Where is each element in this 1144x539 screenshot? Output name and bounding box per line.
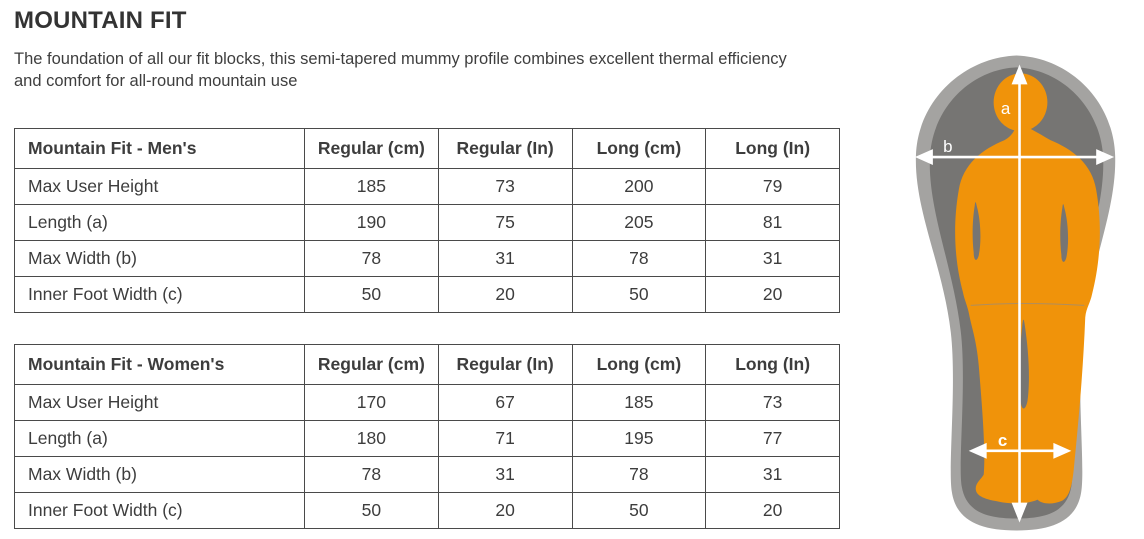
cell-value: 78: [571, 240, 707, 277]
cell-value: 31: [437, 240, 573, 277]
cell-value: 78: [571, 456, 707, 493]
cell-value: 75: [437, 204, 573, 241]
cell-value: 180: [304, 420, 439, 457]
cell-value: 20: [705, 492, 840, 529]
row-label: Inner Foot Width (c): [14, 492, 305, 529]
table-title: Mountain Fit - Men's: [14, 128, 305, 169]
column-header: Regular (In): [437, 344, 573, 385]
cell-value: 81: [705, 204, 840, 241]
column-header: Long (cm): [571, 128, 707, 169]
table-row: Max Width (b) 78 31 78 31: [14, 456, 840, 493]
page-title: MOUNTAIN FIT: [14, 7, 187, 34]
cell-value: 195: [571, 420, 707, 457]
table-row: Inner Foot Width (c) 50 20 50 20: [14, 492, 840, 529]
foot-width-arrow-c: [968, 442, 1072, 459]
cell-value: 185: [304, 168, 439, 205]
cell-value: 73: [705, 384, 840, 421]
table-row: Max User Height 185 73 200 79: [14, 168, 840, 205]
cell-value: 78: [304, 240, 439, 277]
cell-value: 190: [304, 204, 439, 241]
row-label: Length (a): [14, 204, 305, 241]
cell-value: 185: [571, 384, 707, 421]
cell-value: 31: [437, 456, 573, 493]
column-header: Long (In): [705, 128, 840, 169]
main-content: MOUNTAIN FIT The foundation of all our f…: [14, 0, 840, 529]
cell-value: 31: [705, 240, 840, 277]
table-row: Length (a) 190 75 205 81: [14, 204, 840, 241]
column-header: Regular (In): [437, 128, 573, 169]
hip-line: [970, 302, 1085, 306]
row-label: Max User Height: [14, 384, 305, 421]
cell-value: 77: [705, 420, 840, 457]
row-label: Max Width (b): [14, 240, 305, 277]
cell-value: 50: [304, 492, 439, 529]
table-row: Inner Foot Width (c) 50 20 50 20: [14, 276, 840, 313]
row-label: Max Width (b): [14, 456, 305, 493]
womens-fit-table: Mountain Fit - Women's Regular (cm) Regu…: [14, 344, 840, 529]
cell-value: 31: [705, 456, 840, 493]
left-arm-slit: [972, 202, 981, 260]
table-header-row: Mountain Fit - Men's Regular (cm) Regula…: [14, 128, 840, 169]
max-width-arrow-b: [914, 149, 1115, 166]
cell-value: 20: [437, 276, 573, 313]
label-b: b: [943, 137, 952, 156]
row-label: Inner Foot Width (c): [14, 276, 305, 313]
table-row: Max Width (b) 78 31 78 31: [14, 240, 840, 277]
cell-value: 50: [304, 276, 439, 313]
mens-fit-table: Mountain Fit - Men's Regular (cm) Regula…: [14, 128, 840, 313]
right-arm-slit: [1060, 204, 1069, 262]
cell-value: 20: [705, 276, 840, 313]
table-title: Mountain Fit - Women's: [14, 344, 305, 385]
length-arrow-a: [1011, 64, 1028, 523]
cell-value: 200: [571, 168, 707, 205]
column-header: Long (In): [705, 344, 840, 385]
label-a: a: [1001, 99, 1011, 118]
cell-value: 205: [571, 204, 707, 241]
legs-slit: [1019, 319, 1029, 409]
cell-value: 79: [705, 168, 840, 205]
cell-value: 73: [437, 168, 573, 205]
row-label: Max User Height: [14, 168, 305, 205]
sleeping-bag-svg: a b c: [914, 55, 1116, 531]
column-header: Regular (cm): [304, 344, 439, 385]
cell-value: 20: [437, 492, 573, 529]
cell-value: 170: [304, 384, 439, 421]
table-header-row: Mountain Fit - Women's Regular (cm) Regu…: [14, 344, 840, 385]
page-description: The foundation of all our fit blocks, th…: [14, 50, 787, 90]
cell-value: 71: [437, 420, 573, 457]
row-label: Length (a): [14, 420, 305, 457]
table-row: Max User Height 170 67 185 73: [14, 384, 840, 421]
cell-value: 50: [571, 276, 707, 313]
table-row: Length (a) 180 71 195 77: [14, 420, 840, 457]
cell-value: 67: [437, 384, 573, 421]
sleeping-bag-diagram: a b c: [905, 40, 1144, 539]
cell-value: 78: [304, 456, 439, 493]
label-c: c: [998, 431, 1007, 450]
column-header: Long (cm): [571, 344, 707, 385]
column-header: Regular (cm): [304, 128, 439, 169]
cell-value: 50: [571, 492, 707, 529]
